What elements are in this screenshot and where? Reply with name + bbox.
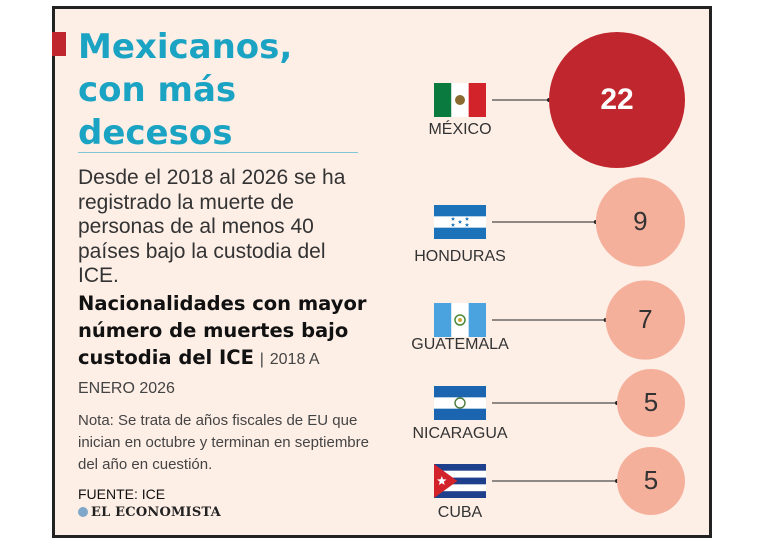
accent-bar [52, 32, 66, 56]
category-label: NICARAGUA [412, 425, 508, 442]
value-label: 5 [643, 387, 659, 418]
nicaragua-flag-icon [434, 386, 486, 420]
subtitle-separator: | [259, 351, 264, 368]
cuba-flag-icon [434, 464, 486, 498]
logo-text: EL ECONOMISTA [91, 505, 221, 520]
subtitle-bold: Nacionalidades con mayor número de muert… [78, 292, 367, 369]
page-title: Mexicanos, con más decesos [78, 26, 368, 155]
category-label: MÉXICO [428, 121, 492, 138]
mexico-flag-icon [434, 83, 486, 117]
footnote: Nota: Se trata de años fiscales de EU qu… [78, 412, 369, 473]
value-bubble [605, 280, 685, 360]
value-bubble [617, 369, 685, 437]
source-label: FUENTE: ICE [78, 486, 166, 502]
title-line: con más [78, 70, 237, 110]
title-line: Mexicanos, [78, 27, 293, 67]
value-label: 7 [638, 304, 653, 335]
description: Desde el 2018 al 2026 se ha registrado l… [78, 166, 346, 287]
category-label: GUATEMALA [411, 336, 509, 353]
logo-mark-icon [78, 507, 88, 517]
category-label: CUBA [437, 504, 483, 521]
value-bubble [549, 32, 685, 168]
title-divider [78, 152, 358, 153]
title-line: decesos [78, 113, 233, 153]
publisher-logo: EL ECONOMISTA [78, 505, 221, 520]
value-bubble [617, 447, 685, 515]
honduras-flag-icon [434, 205, 486, 239]
value-label: 9 [633, 206, 648, 237]
category-label: HONDURAS [414, 248, 506, 265]
value-label: 5 [643, 465, 659, 496]
chart-subtitle: Nacionalidades con mayor número de muert… [78, 290, 368, 402]
guatemala-flag-icon [434, 303, 486, 337]
subtitle-range: 2018 A ENERO 2026 [78, 351, 319, 397]
value-bubble [595, 177, 686, 267]
value-label: 22 [600, 83, 634, 116]
